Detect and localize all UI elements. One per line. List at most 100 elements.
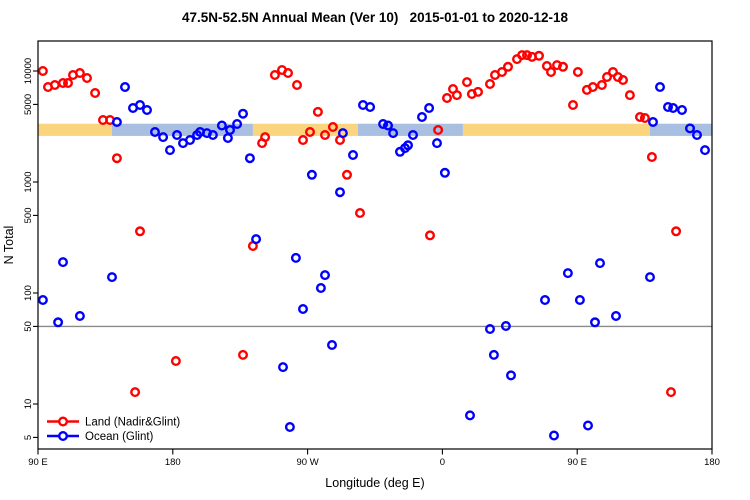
data-point-ocean (465, 410, 476, 421)
y-tick-label: 50 (23, 321, 34, 332)
data-point-ocean (298, 304, 309, 315)
mean-band-land (462, 123, 650, 136)
data-point-ocean (506, 370, 517, 381)
data-point-ocean (134, 99, 145, 110)
data-point-land (130, 387, 141, 398)
data-point-ocean (388, 128, 399, 139)
data-point-ocean (201, 128, 212, 139)
y-tick-label: 10 (23, 399, 34, 410)
data-point-ocean (251, 234, 262, 245)
data-point-ocean (677, 104, 688, 115)
data-point-ocean (315, 283, 326, 294)
data-point-land (327, 121, 338, 132)
data-point-land (292, 79, 303, 90)
data-point-ocean (111, 116, 122, 127)
x-axis-title: Longitude (deg E) (325, 476, 424, 490)
data-point-ocean (278, 362, 289, 373)
legend: Land (Nadir&Glint) Ocean (Glint) (47, 417, 180, 443)
data-point-ocean (562, 268, 573, 279)
mean-band-segments (38, 123, 712, 136)
data-point-land (546, 66, 557, 77)
data-point-land (342, 169, 353, 180)
data-point-land (320, 129, 331, 140)
x-tick-label: 0 (440, 457, 445, 468)
data-point-land (534, 50, 545, 61)
data-point-land (558, 61, 569, 72)
y-tick-label: 100 (23, 285, 34, 301)
data-point-land (587, 81, 598, 92)
data-point-ocean (184, 134, 195, 145)
data-point-land (618, 74, 629, 85)
x-tick-label: 90 E (28, 457, 48, 468)
data-point-land (596, 79, 607, 90)
axes: 5 10 50 100 500 1000 5000 10000 90 E 180 90 W 0 90 E… (23, 40, 720, 468)
mean-band-land (38, 123, 112, 136)
data-point-ocean (222, 132, 233, 143)
data-point-ocean (655, 81, 666, 92)
data-point-ocean (171, 129, 182, 140)
data-point-ocean (432, 138, 443, 149)
data-point-land (451, 90, 462, 101)
data-point-land (74, 67, 85, 78)
data-point-land (298, 134, 309, 145)
data-point-ocean (237, 108, 248, 119)
data-point-ocean (216, 120, 227, 131)
data-point-ocean (141, 104, 152, 115)
data-point-ocean (58, 257, 69, 268)
mean-band-ocean (649, 123, 712, 136)
y-tick-label: 1000 (23, 171, 34, 192)
data-point-ocean (164, 145, 175, 156)
data-point-ocean (348, 149, 359, 160)
data-point-ocean (595, 258, 606, 269)
data-point-land (58, 77, 69, 88)
data-point-ocean (668, 102, 679, 113)
data-point-ocean (119, 81, 130, 92)
data-point-land (503, 61, 514, 72)
data-point-land (671, 226, 682, 237)
data-point-land (473, 86, 484, 97)
data-point-land (305, 126, 316, 137)
data-point-land (639, 112, 650, 123)
legend-label: Ocean (Glint) (85, 431, 154, 443)
data-point-ocean (549, 430, 560, 441)
x-tick-label: 90 E (567, 457, 587, 468)
data-point-land (111, 153, 122, 164)
data-point-ocean (648, 116, 659, 127)
data-point-land (497, 66, 508, 77)
y-tick-label: 5000 (23, 94, 34, 115)
data-point-ocean (158, 132, 169, 143)
data-point-ocean (590, 317, 601, 328)
data-point-ocean (383, 120, 394, 131)
data-point-ocean (106, 272, 117, 283)
y-tick-label: 10000 (23, 58, 34, 84)
data-point-ocean (424, 102, 435, 113)
data-point-land (442, 92, 453, 103)
data-point-ocean (290, 252, 301, 263)
legend-item-land: Land (Nadir&Glint) (47, 417, 180, 429)
series-ocean (37, 81, 711, 441)
x-tick-label: 90 W (297, 457, 319, 468)
plot-box (37, 40, 713, 450)
data-point-ocean (306, 169, 317, 180)
data-point-ocean (74, 311, 85, 322)
y-tick-label: 5 (23, 435, 34, 440)
data-point-ocean (645, 272, 656, 283)
data-point-ocean (244, 153, 255, 164)
data-point-ocean (488, 349, 499, 360)
data-point-land (283, 67, 294, 78)
data-point-ocean (417, 111, 428, 122)
data-point-ocean (337, 128, 348, 139)
data-point-ocean (232, 118, 243, 129)
data-points (37, 50, 711, 441)
x-tick-label: 180 (165, 457, 181, 468)
data-point-land (522, 50, 533, 61)
data-point-ocean (365, 101, 376, 112)
data-point-land (260, 132, 271, 143)
data-point-land (355, 207, 366, 218)
data-point-ocean (574, 295, 585, 306)
data-point-land (635, 111, 646, 122)
data-point-land (608, 66, 619, 77)
y-axis-title: N Total (2, 226, 16, 265)
data-point-ocean (53, 317, 64, 328)
